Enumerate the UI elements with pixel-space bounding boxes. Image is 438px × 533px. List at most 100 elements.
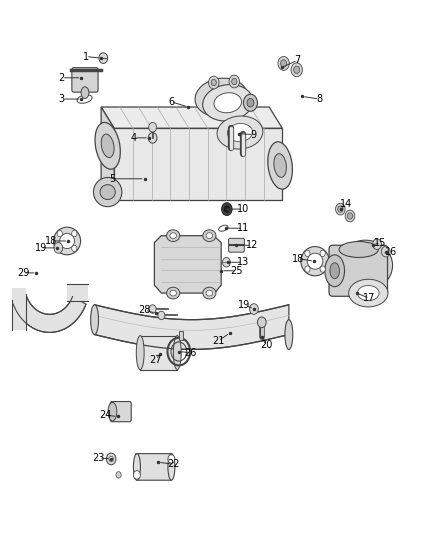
Bar [179, 332, 183, 340]
Circle shape [99, 53, 108, 63]
Text: 19: 19 [238, 300, 251, 310]
Text: 20: 20 [260, 340, 272, 350]
Circle shape [222, 203, 232, 215]
Ellipse shape [170, 233, 177, 239]
Ellipse shape [100, 184, 115, 199]
Text: 14: 14 [339, 199, 352, 209]
Text: 22: 22 [167, 459, 180, 469]
Circle shape [250, 304, 258, 314]
Polygon shape [13, 296, 86, 333]
Ellipse shape [307, 253, 323, 269]
Text: 16: 16 [385, 247, 398, 256]
Text: 9: 9 [251, 130, 257, 140]
Text: 12: 12 [246, 240, 258, 250]
Polygon shape [101, 107, 114, 200]
Ellipse shape [77, 95, 92, 103]
Ellipse shape [338, 240, 392, 290]
Circle shape [336, 203, 345, 215]
Ellipse shape [101, 134, 114, 158]
Ellipse shape [268, 142, 293, 189]
Text: 10: 10 [237, 204, 249, 214]
Circle shape [281, 60, 287, 67]
FancyBboxPatch shape [110, 401, 131, 422]
Circle shape [72, 230, 77, 237]
Circle shape [345, 210, 355, 222]
Ellipse shape [203, 85, 253, 121]
Circle shape [134, 471, 141, 479]
Circle shape [116, 472, 121, 478]
Text: 8: 8 [316, 94, 322, 104]
Ellipse shape [93, 177, 122, 207]
Text: 5: 5 [109, 174, 115, 184]
Ellipse shape [195, 78, 247, 117]
Ellipse shape [325, 255, 345, 287]
Text: 29: 29 [17, 268, 30, 278]
Text: 25: 25 [230, 266, 243, 276]
Circle shape [278, 56, 289, 70]
Circle shape [208, 76, 219, 89]
Text: 24: 24 [99, 410, 112, 421]
Circle shape [291, 63, 302, 77]
Text: 21: 21 [212, 336, 224, 346]
Text: 11: 11 [237, 223, 249, 233]
FancyBboxPatch shape [72, 68, 98, 92]
Text: 19: 19 [35, 243, 47, 253]
Ellipse shape [339, 241, 378, 257]
Circle shape [149, 305, 156, 313]
Circle shape [320, 266, 325, 272]
Circle shape [57, 245, 62, 252]
Ellipse shape [206, 233, 213, 239]
Bar [140, 336, 177, 369]
Ellipse shape [285, 320, 293, 350]
Circle shape [57, 230, 62, 237]
Text: 27: 27 [149, 354, 162, 365]
Ellipse shape [134, 454, 141, 480]
Text: 18: 18 [45, 236, 57, 246]
Ellipse shape [274, 154, 286, 177]
Ellipse shape [60, 233, 74, 248]
Ellipse shape [357, 286, 379, 301]
Circle shape [54, 243, 63, 253]
Ellipse shape [81, 87, 89, 99]
Circle shape [258, 317, 266, 328]
Circle shape [149, 123, 156, 132]
Circle shape [320, 250, 325, 256]
Ellipse shape [247, 99, 254, 107]
Ellipse shape [170, 290, 177, 296]
Polygon shape [136, 454, 172, 480]
Circle shape [229, 75, 240, 88]
Circle shape [305, 266, 310, 272]
Text: 6: 6 [168, 96, 174, 107]
Text: 15: 15 [374, 238, 387, 247]
Ellipse shape [244, 94, 258, 111]
Circle shape [338, 206, 343, 212]
Ellipse shape [349, 279, 388, 307]
Text: 13: 13 [237, 257, 249, 267]
Text: 26: 26 [184, 348, 197, 358]
Circle shape [305, 250, 310, 256]
Ellipse shape [217, 116, 263, 149]
Ellipse shape [168, 454, 175, 480]
Circle shape [373, 239, 381, 249]
Text: 23: 23 [93, 453, 105, 463]
Text: 2: 2 [59, 73, 65, 83]
Circle shape [223, 257, 230, 267]
Ellipse shape [214, 93, 241, 113]
Text: 3: 3 [59, 94, 65, 104]
Text: 1: 1 [83, 52, 89, 61]
Bar [67, 285, 88, 302]
Ellipse shape [219, 225, 228, 231]
Circle shape [158, 311, 165, 320]
Ellipse shape [206, 290, 213, 296]
Ellipse shape [91, 305, 99, 335]
Circle shape [232, 78, 237, 85]
Ellipse shape [166, 287, 180, 299]
Circle shape [347, 213, 353, 219]
Ellipse shape [301, 247, 329, 276]
Ellipse shape [207, 87, 236, 108]
Circle shape [381, 246, 390, 257]
Ellipse shape [95, 123, 120, 169]
Text: 18: 18 [291, 254, 304, 263]
Text: 17: 17 [364, 293, 376, 303]
Ellipse shape [108, 402, 117, 421]
